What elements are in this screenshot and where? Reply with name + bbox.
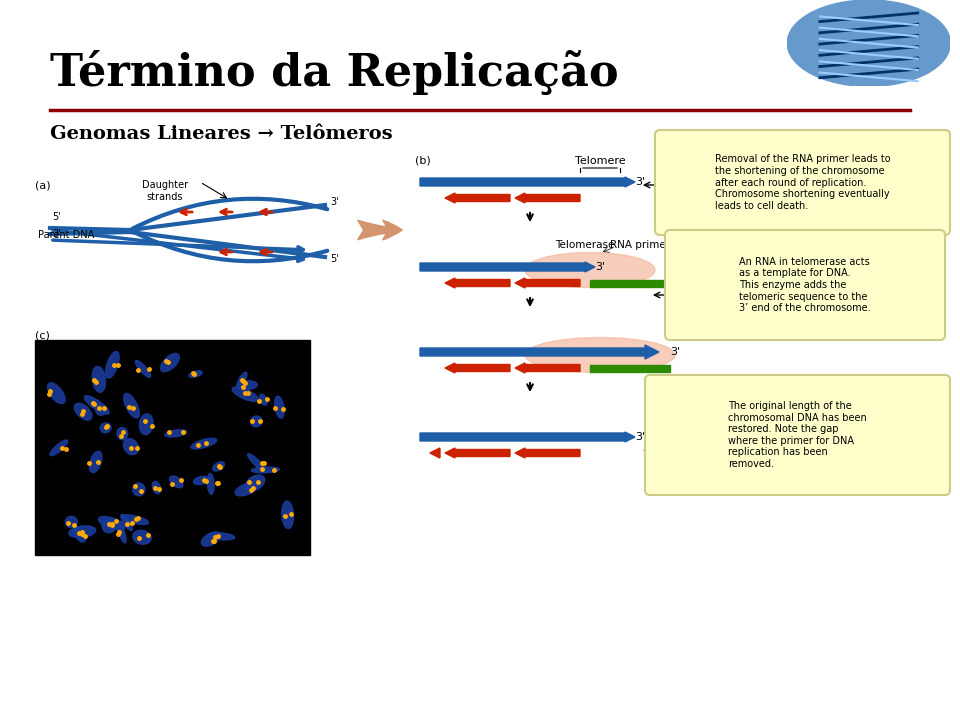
Ellipse shape — [202, 532, 221, 546]
Text: 3': 3' — [52, 229, 60, 239]
Ellipse shape — [251, 416, 262, 427]
Text: 3': 3' — [635, 432, 645, 442]
Ellipse shape — [194, 476, 209, 485]
FancyBboxPatch shape — [665, 230, 945, 340]
Ellipse shape — [102, 520, 115, 533]
Text: RNA primer: RNA primer — [610, 240, 670, 250]
Ellipse shape — [135, 361, 151, 377]
Ellipse shape — [106, 351, 119, 378]
Text: 3': 3' — [635, 177, 645, 187]
Ellipse shape — [84, 396, 109, 414]
FancyArrow shape — [590, 364, 670, 372]
Ellipse shape — [92, 366, 106, 392]
Ellipse shape — [208, 533, 234, 540]
Text: Removal of the RNA primer leads to
the shortening of the chromosome
after each r: Removal of the RNA primer leads to the s… — [714, 154, 890, 211]
Ellipse shape — [47, 383, 65, 404]
Ellipse shape — [118, 524, 126, 543]
Ellipse shape — [275, 396, 284, 418]
Text: An RNA in telomerase acts
as a template for DNA.
This enzyme adds the
telomeric : An RNA in telomerase acts as a template … — [739, 257, 871, 313]
Text: (b): (b) — [415, 155, 431, 165]
FancyArrow shape — [430, 448, 440, 458]
Ellipse shape — [237, 381, 257, 390]
Ellipse shape — [282, 501, 294, 528]
Ellipse shape — [525, 253, 655, 287]
Ellipse shape — [246, 475, 265, 491]
Ellipse shape — [191, 438, 217, 449]
Text: Daughter
strands: Daughter strands — [142, 180, 188, 202]
Text: 3': 3' — [670, 347, 680, 357]
Ellipse shape — [189, 371, 203, 377]
Ellipse shape — [117, 428, 128, 440]
FancyArrow shape — [420, 177, 635, 187]
Text: 3': 3' — [595, 262, 605, 272]
Ellipse shape — [74, 403, 92, 420]
Ellipse shape — [160, 354, 180, 372]
Ellipse shape — [75, 526, 85, 542]
FancyArrow shape — [445, 363, 510, 373]
FancyArrow shape — [515, 448, 580, 458]
Ellipse shape — [207, 474, 214, 495]
Ellipse shape — [212, 462, 225, 471]
Text: Telomere: Telomere — [575, 156, 625, 166]
Ellipse shape — [132, 483, 145, 496]
FancyArrow shape — [420, 262, 595, 272]
Ellipse shape — [248, 454, 266, 472]
Ellipse shape — [122, 515, 149, 524]
Ellipse shape — [259, 394, 267, 405]
Bar — [35, 340, 310, 555]
Text: Término da Replicação: Término da Replicação — [50, 50, 618, 95]
Ellipse shape — [69, 526, 96, 538]
Ellipse shape — [132, 530, 151, 544]
Text: 5': 5' — [330, 254, 339, 264]
Ellipse shape — [124, 438, 138, 454]
Text: (a): (a) — [35, 180, 51, 190]
Ellipse shape — [787, 0, 950, 86]
FancyBboxPatch shape — [645, 375, 950, 495]
Text: (c): (c) — [35, 330, 50, 340]
Ellipse shape — [89, 451, 102, 472]
Ellipse shape — [100, 423, 111, 433]
Ellipse shape — [65, 516, 77, 528]
FancyArrow shape — [445, 278, 510, 288]
Text: Telomerase: Telomerase — [555, 240, 614, 250]
Ellipse shape — [237, 372, 247, 387]
FancyArrow shape — [445, 193, 510, 203]
FancyArrow shape — [420, 432, 635, 442]
Ellipse shape — [252, 467, 279, 473]
Text: 3': 3' — [330, 197, 339, 207]
Ellipse shape — [153, 482, 160, 494]
Ellipse shape — [121, 514, 132, 531]
Ellipse shape — [525, 338, 675, 372]
Text: The original length of the
chromosomal DNA has been
restored. Note the gap
where: The original length of the chromosomal D… — [728, 401, 867, 469]
FancyArrow shape — [445, 448, 510, 458]
FancyArrow shape — [590, 279, 670, 287]
Ellipse shape — [235, 482, 257, 496]
Text: Parent DNA: Parent DNA — [38, 230, 94, 240]
Ellipse shape — [124, 393, 139, 418]
Ellipse shape — [50, 440, 68, 456]
Text: 5': 5' — [52, 212, 60, 222]
FancyArrow shape — [515, 278, 580, 288]
FancyArrow shape — [515, 363, 580, 373]
Ellipse shape — [139, 414, 153, 435]
Ellipse shape — [96, 405, 107, 415]
Ellipse shape — [165, 430, 187, 437]
Ellipse shape — [99, 516, 125, 530]
Text: Genomas Lineares → Telômeros: Genomas Lineares → Telômeros — [50, 125, 393, 143]
FancyArrow shape — [420, 345, 659, 359]
Ellipse shape — [170, 476, 183, 487]
FancyArrow shape — [515, 193, 580, 203]
FancyBboxPatch shape — [655, 130, 950, 235]
Ellipse shape — [232, 387, 258, 401]
